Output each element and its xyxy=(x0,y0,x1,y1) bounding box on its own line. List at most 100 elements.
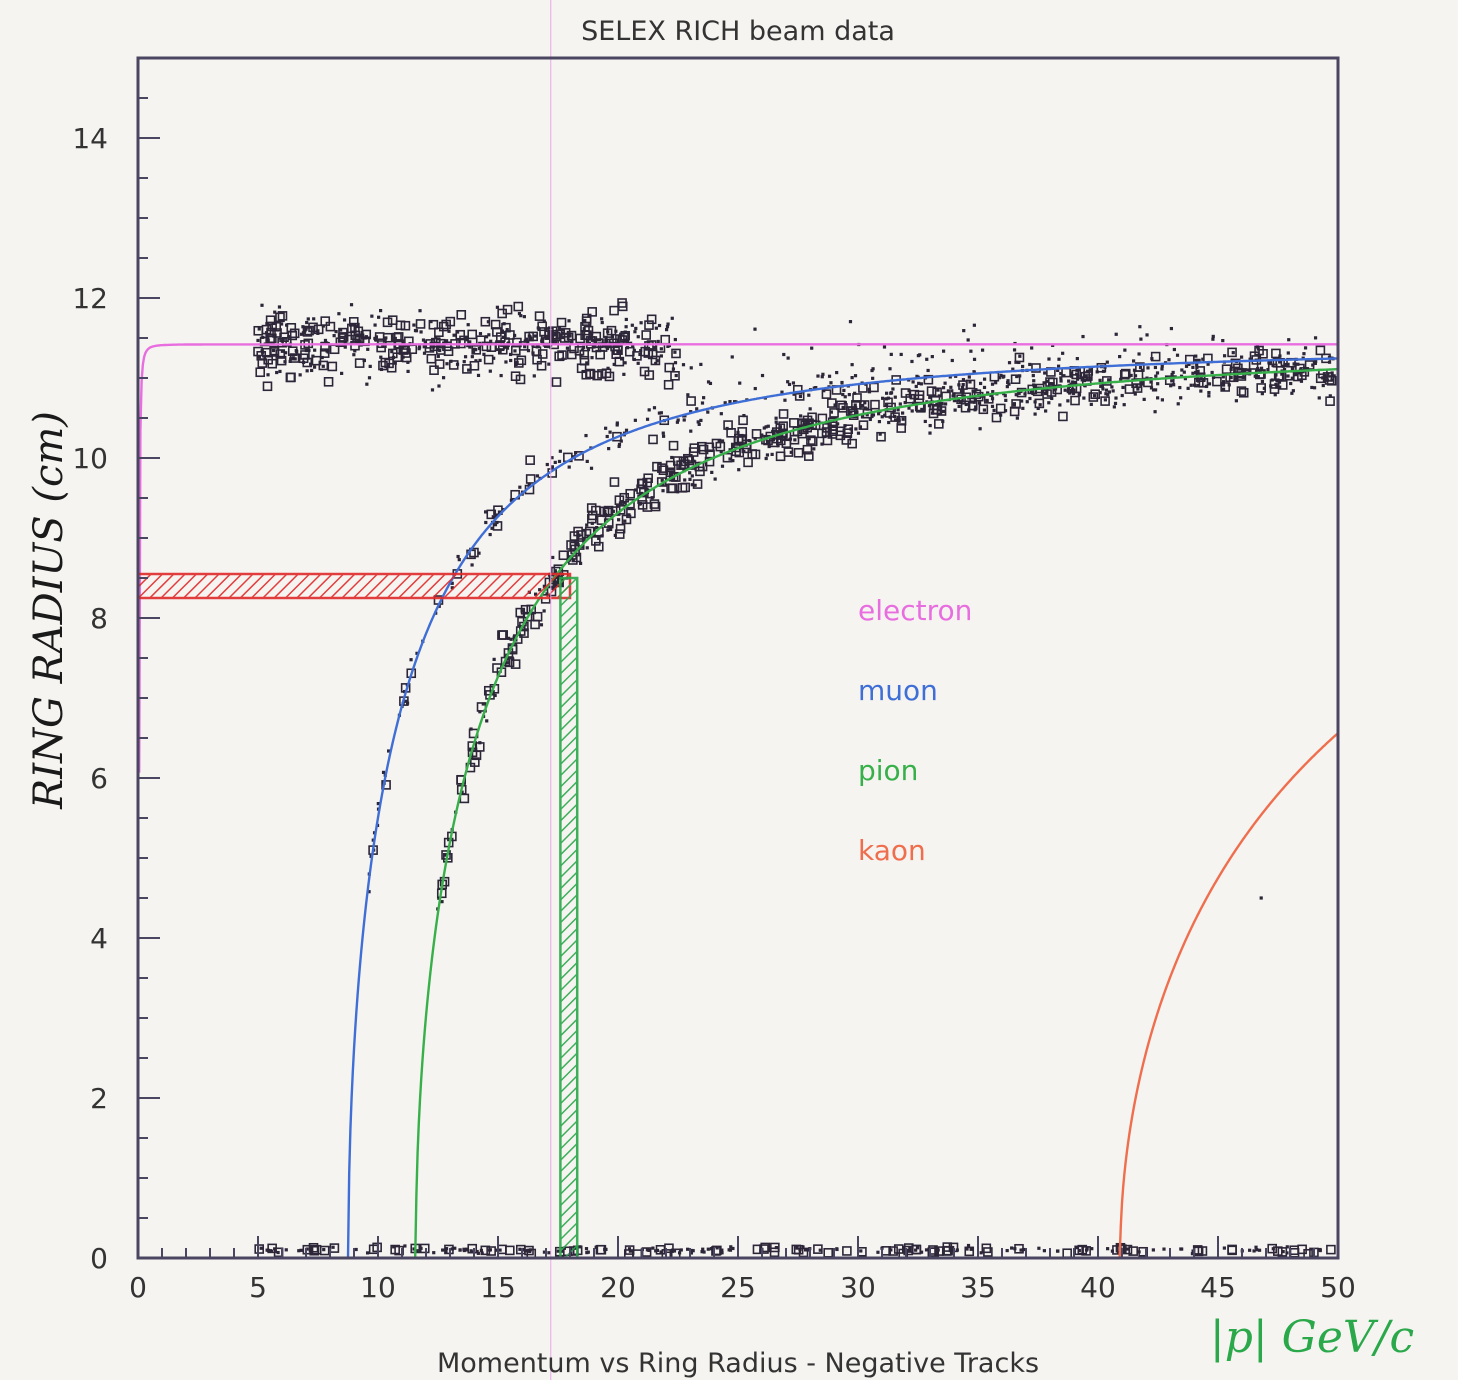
data-point xyxy=(911,380,915,384)
data-point xyxy=(969,349,973,353)
data-point xyxy=(309,1245,320,1256)
data-point xyxy=(1220,382,1224,386)
data-point xyxy=(950,389,954,393)
data-point xyxy=(392,332,402,343)
data-point xyxy=(658,465,669,476)
data-point xyxy=(308,322,318,333)
data-point xyxy=(901,417,905,421)
data-point xyxy=(858,420,869,430)
data-point xyxy=(498,630,509,640)
data-point xyxy=(888,1246,898,1256)
muon-curve xyxy=(139,357,1338,1260)
data-point xyxy=(1090,389,1101,400)
data-point xyxy=(510,371,521,381)
data-point xyxy=(530,619,540,630)
data-point xyxy=(592,370,602,381)
data-point xyxy=(1238,387,1249,398)
data-point xyxy=(863,406,867,410)
data-point xyxy=(863,401,867,405)
data-point xyxy=(1032,386,1043,397)
data-point xyxy=(1207,382,1212,386)
data-point xyxy=(431,337,441,348)
data-point xyxy=(320,316,331,326)
data-point xyxy=(275,370,279,375)
data-point xyxy=(789,418,799,428)
data-point xyxy=(1274,373,1278,377)
data-point xyxy=(820,375,824,379)
chart-title: SELEX RICH beam data xyxy=(581,16,895,47)
data-point xyxy=(599,506,610,517)
data-point xyxy=(418,309,422,313)
data-point xyxy=(823,1248,834,1258)
data-point xyxy=(1169,326,1174,331)
data-point xyxy=(965,1247,969,1251)
data-point xyxy=(704,442,715,453)
data-point xyxy=(1199,389,1203,393)
data-point xyxy=(728,448,732,452)
data-point xyxy=(751,429,762,439)
legend-entry-kaon: kaon xyxy=(858,834,926,867)
data-point xyxy=(1234,377,1238,381)
data-point xyxy=(429,365,439,376)
data-point xyxy=(1312,386,1317,390)
data-point xyxy=(1222,1246,1226,1250)
data-point xyxy=(1229,375,1233,380)
data-point xyxy=(1118,354,1122,359)
data-point xyxy=(452,333,456,337)
data-point xyxy=(561,331,565,335)
data-point xyxy=(1086,369,1090,373)
data-point xyxy=(553,341,558,345)
data-point xyxy=(585,459,589,464)
data-point xyxy=(1012,402,1016,406)
data-point xyxy=(577,553,581,557)
data-point xyxy=(392,352,403,363)
data-point xyxy=(901,411,905,415)
data-point xyxy=(742,449,746,454)
data-point xyxy=(699,362,703,367)
data-point xyxy=(774,416,778,420)
data-point xyxy=(1153,365,1158,370)
data-point xyxy=(1100,396,1110,406)
data-point xyxy=(476,1251,480,1255)
data-point xyxy=(289,328,300,339)
data-point xyxy=(728,400,732,404)
data-point xyxy=(493,523,498,527)
data-point xyxy=(657,411,661,415)
data-point xyxy=(646,314,657,325)
data-point xyxy=(348,317,359,327)
data-point xyxy=(1083,384,1087,388)
data-point xyxy=(379,355,383,359)
data-point xyxy=(630,323,634,327)
data-point xyxy=(605,339,609,343)
data-point xyxy=(488,1248,492,1252)
data-point xyxy=(1077,1244,1088,1255)
data-point xyxy=(1092,394,1097,398)
data-point xyxy=(534,311,545,321)
y-axis: 0 2 4 6 8 10 12 14 xyxy=(72,57,160,1275)
data-point xyxy=(871,376,875,380)
data-point xyxy=(1122,403,1126,407)
data-point xyxy=(466,344,470,348)
data-point xyxy=(623,361,627,365)
data-point xyxy=(1070,388,1075,392)
data-point xyxy=(1131,359,1136,363)
data-point xyxy=(582,327,586,331)
data-point xyxy=(569,541,580,552)
data-point xyxy=(655,1248,660,1253)
data-point xyxy=(1330,371,1334,375)
data-point xyxy=(610,341,620,352)
data-point xyxy=(907,406,911,410)
data-point xyxy=(930,411,935,415)
data-point xyxy=(256,338,260,343)
data-point xyxy=(1282,367,1287,372)
data-point xyxy=(952,399,957,403)
data-point xyxy=(1326,1244,1336,1255)
data-point xyxy=(518,1247,522,1251)
data-point xyxy=(1056,368,1060,373)
data-point xyxy=(860,415,865,419)
data-point xyxy=(715,1246,719,1250)
data-point xyxy=(432,1251,436,1255)
data-point xyxy=(1273,393,1277,397)
data-point xyxy=(285,323,289,327)
data-point xyxy=(683,478,687,482)
